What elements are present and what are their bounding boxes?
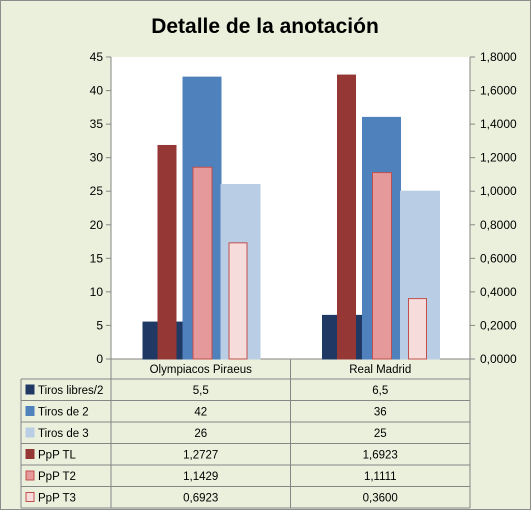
data-label: 0,3600 (363, 493, 398, 505)
y-left-tick-label: 0 (96, 352, 103, 366)
y-right-tick-label: 1,8000 (480, 50, 517, 64)
series-name: Tiros de 2 (38, 407, 89, 419)
bar (372, 172, 392, 360)
bar (192, 166, 213, 360)
data-label: 1,1111 (364, 471, 397, 483)
data-label: 25 (374, 428, 387, 440)
y-left-tick-label: 40 (90, 84, 104, 98)
series-name: PpP T2 (38, 471, 76, 483)
y-right-tick-label: 0,8000 (480, 218, 517, 232)
legend-key (25, 384, 35, 395)
y-left-tick-label: 30 (90, 151, 104, 165)
legend-key (25, 427, 35, 438)
data-table: Olympiacos Piraeus Real Madrid Tiros libre… (20, 359, 471, 509)
y-right-tick-label: 1,6000 (480, 84, 517, 98)
y-right-tick-label: 1,2000 (480, 151, 517, 165)
category-label: Olympiacos Piraeus (150, 364, 253, 376)
data-label: 26 (194, 428, 207, 440)
bar (337, 74, 356, 360)
category-label: Real Madrid (349, 364, 411, 376)
axes: 0 5 10 15 20 25 30 35 40 45 0,0000 0,2000 0,4000 0,60… (90, 50, 517, 366)
y-left-tick-label: 10 (90, 285, 104, 299)
y-right-tick-label: 0,6000 (480, 251, 517, 265)
bars (142, 74, 440, 360)
series-name: Tiros libres/2 (38, 385, 103, 397)
y-left-tick-label: 15 (90, 251, 104, 265)
legend-key (25, 449, 35, 459)
y-left-tick-label: 35 (90, 117, 104, 131)
data-label: 42 (194, 407, 207, 419)
bar (157, 144, 177, 360)
y-right-tick-label: 0,0000 (480, 352, 517, 366)
data-label: 0,6923 (183, 493, 218, 505)
y-right-tick-label: 0,4000 (480, 285, 517, 299)
series-name: PpP T3 (38, 493, 76, 505)
legend-key (25, 470, 35, 481)
data-label: 36 (374, 407, 387, 419)
legend-key (25, 492, 35, 502)
data-label: 5,5 (193, 385, 209, 397)
y-right-tick-label: 1,4000 (480, 117, 517, 131)
bar (408, 298, 427, 360)
bar (228, 242, 248, 360)
y-right-tick-label: 0,2000 (480, 318, 517, 332)
y-left-tick-label: 5 (96, 318, 103, 332)
series-name: PpP TL (38, 450, 77, 462)
series-name: Tiros de 3 (38, 428, 89, 440)
y-left-tick-label: 25 (90, 184, 104, 198)
legend-key (25, 406, 35, 416)
data-label: 1,6923 (363, 450, 398, 462)
y-left-tick-label: 20 (90, 218, 104, 232)
data-label: 6,5 (372, 385, 388, 397)
data-label: 1,1429 (183, 471, 218, 483)
chart-title: Detalle de la anotación (151, 15, 379, 38)
data-label: 1,2727 (183, 450, 218, 462)
y-right-tick-label: 1,0000 (480, 184, 517, 198)
y-left-tick-label: 45 (90, 50, 104, 64)
